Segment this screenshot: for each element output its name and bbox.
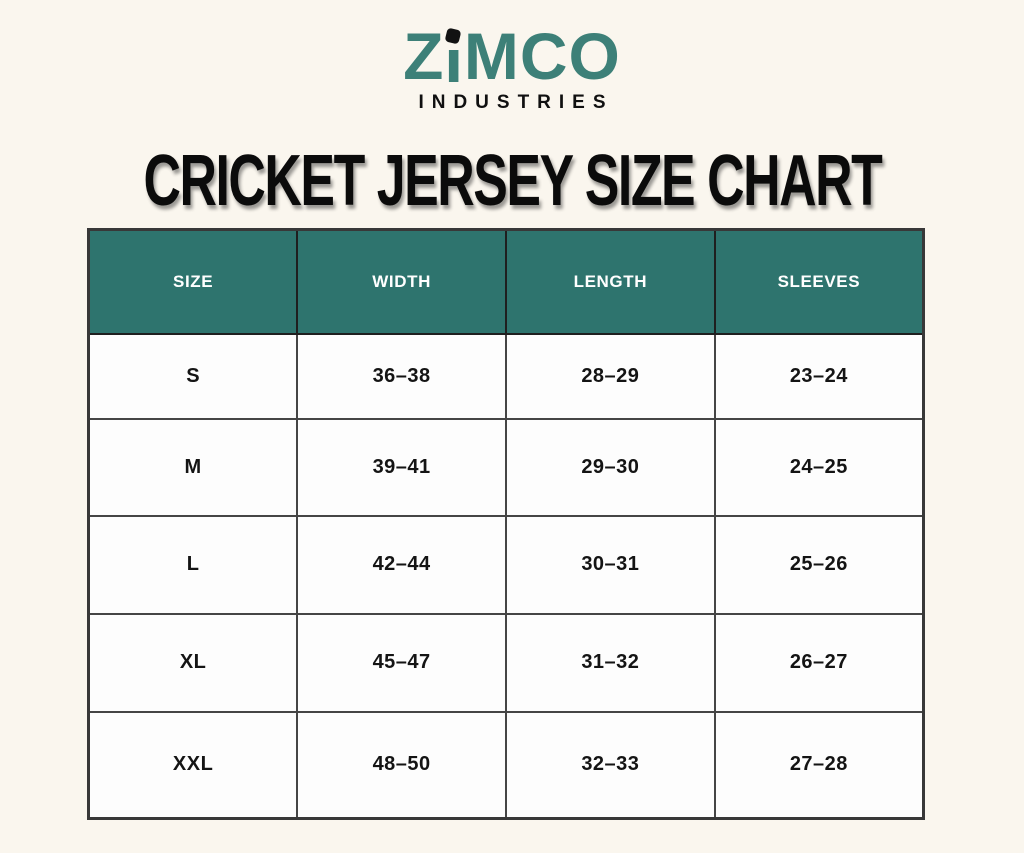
cell-length: 28–29 bbox=[505, 332, 716, 420]
column-header-size: SIZE bbox=[87, 228, 299, 335]
page-title: CRICKET JERSEY SIZE CHART bbox=[143, 141, 882, 221]
cell-width: 45–47 bbox=[296, 612, 507, 713]
cell-length: 30–31 bbox=[505, 514, 716, 615]
cell-sleeves: 24–25 bbox=[713, 417, 925, 517]
table-row-m: M 39–41 29–30 24–25 bbox=[87, 417, 925, 517]
table-row-s: S 36–38 28–29 23–24 bbox=[87, 332, 925, 420]
cell-length: 31–32 bbox=[505, 612, 716, 713]
logo-letter-i-wrap: I bbox=[444, 23, 464, 92]
cell-length: 29–30 bbox=[505, 417, 716, 517]
brand-subtitle: INDUSTRIES bbox=[418, 92, 614, 113]
cell-size: S bbox=[87, 332, 299, 420]
cell-width: 42–44 bbox=[296, 514, 507, 615]
table-row-xl: XL 45–47 31–32 26–27 bbox=[87, 612, 925, 713]
cell-length: 32–33 bbox=[505, 710, 716, 820]
column-header-sleeves: SLEEVES bbox=[713, 228, 925, 335]
cell-width: 39–41 bbox=[296, 417, 507, 517]
cell-size: XXL bbox=[87, 710, 299, 820]
logo-letters-mco: MCO bbox=[463, 19, 621, 93]
logo-wordmark: ZI MCO bbox=[403, 23, 621, 89]
cell-sleeves: 23–24 bbox=[713, 332, 925, 420]
cell-sleeves: 25–26 bbox=[713, 514, 925, 615]
cell-sleeves: 26–27 bbox=[713, 612, 925, 713]
column-header-length: LENGTH bbox=[505, 228, 716, 335]
cell-size: XL bbox=[87, 612, 299, 713]
cell-size: M bbox=[87, 417, 299, 517]
table-row-l: L 42–44 30–31 25–26 bbox=[87, 514, 925, 615]
cell-width: 48–50 bbox=[296, 710, 507, 820]
table-header-row: SIZE WIDTH LENGTH SLEEVES bbox=[87, 228, 925, 335]
column-header-width: WIDTH bbox=[296, 228, 507, 335]
page-title-wrap: CRICKET JERSEY SIZE CHART bbox=[0, 145, 1024, 217]
table-row-xxl: XXL 48–50 32–33 27–28 bbox=[87, 710, 925, 820]
logo-letter-z: Z bbox=[403, 19, 445, 93]
cell-width: 36–38 bbox=[296, 332, 507, 420]
cell-sleeves: 27–28 bbox=[713, 710, 925, 820]
cell-size: L bbox=[87, 514, 299, 615]
logo-letter-i: I bbox=[444, 40, 464, 92]
size-chart-table: SIZE WIDTH LENGTH SLEEVES S 36–38 28–29 … bbox=[87, 228, 925, 820]
brand-logo: ZI MCO INDUSTRIES bbox=[0, 23, 1024, 114]
